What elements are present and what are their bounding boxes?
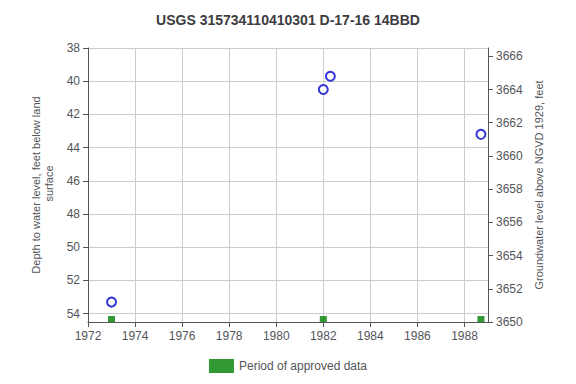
svg-text:54: 54 (67, 307, 81, 321)
svg-text:40: 40 (67, 74, 81, 88)
svg-text:52: 52 (67, 273, 81, 287)
svg-text:1978: 1978 (216, 329, 243, 343)
svg-text:50: 50 (67, 240, 81, 254)
svg-text:3662: 3662 (496, 116, 523, 130)
svg-text:38: 38 (67, 41, 81, 55)
svg-text:1976: 1976 (169, 329, 196, 343)
svg-text:3658: 3658 (496, 182, 523, 196)
svg-text:3650: 3650 (496, 315, 523, 329)
svg-text:Period of approved data: Period of approved data (239, 359, 367, 373)
svg-text:48: 48 (67, 207, 81, 221)
svg-text:1988: 1988 (451, 329, 478, 343)
svg-text:1980: 1980 (263, 329, 290, 343)
svg-text:3654: 3654 (496, 249, 523, 263)
svg-text:3666: 3666 (496, 49, 523, 63)
svg-text:1986: 1986 (404, 329, 431, 343)
svg-text:3656: 3656 (496, 215, 523, 229)
svg-text:Depth to water level, feet bel: Depth to water level, feet below land (30, 96, 42, 273)
svg-text:3652: 3652 (496, 282, 523, 296)
svg-text:42: 42 (67, 107, 81, 121)
svg-text:1982: 1982 (310, 329, 337, 343)
svg-text:1974: 1974 (122, 329, 149, 343)
svg-text:Groundwater level above NGVD 1: Groundwater level above NGVD 1929, feet (533, 80, 545, 289)
svg-text:3660: 3660 (496, 149, 523, 163)
svg-text:USGS 315734110410301 D-17-16 1: USGS 315734110410301 D-17-16 14BBD (156, 12, 420, 28)
svg-text:3664: 3664 (496, 83, 523, 97)
svg-text:surface: surface (43, 165, 55, 204)
svg-text:46: 46 (67, 174, 81, 188)
svg-text:1972: 1972 (75, 329, 102, 343)
svg-text:44: 44 (67, 141, 81, 155)
svg-text:1984: 1984 (357, 329, 384, 343)
